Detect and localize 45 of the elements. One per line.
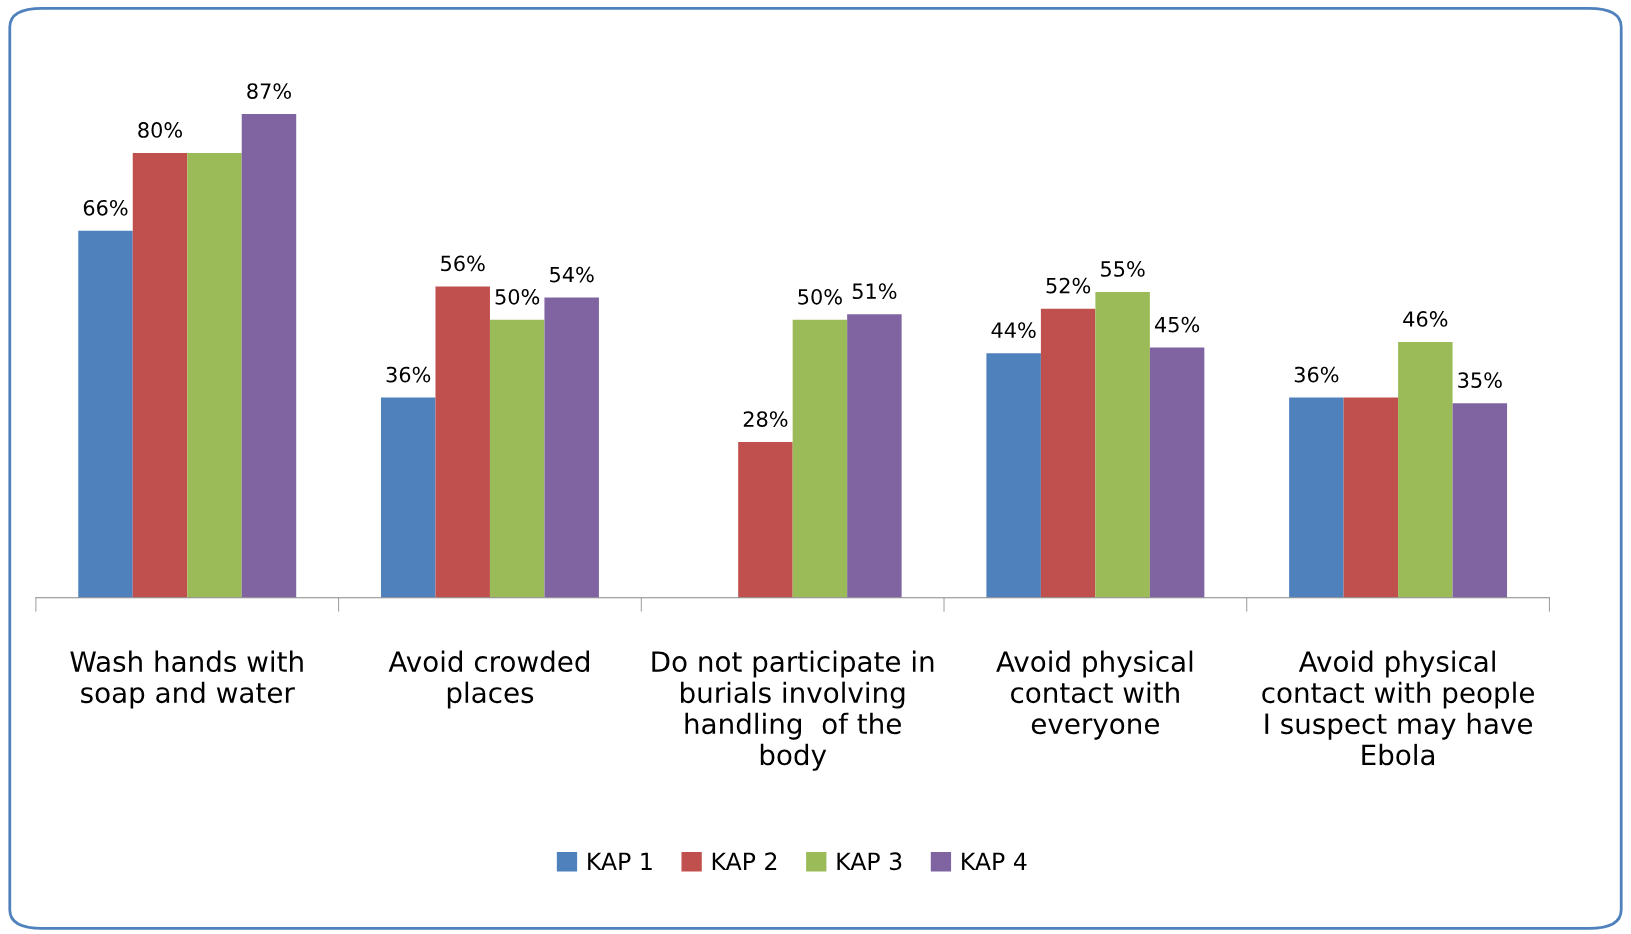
data-label: 36% [1294, 366, 1339, 383]
legend-label: KAP 3 [837, 852, 902, 871]
bar [435, 286, 490, 598]
legend-label: KAP 2 [712, 852, 777, 870]
bar [738, 442, 793, 598]
bar [489, 319, 545, 598]
data-label: 50% [495, 288, 540, 305]
bar [986, 353, 1041, 598]
bar [187, 153, 242, 598]
data-label: 44% [991, 322, 1036, 338]
bar [241, 114, 297, 598]
legend-label: KAP 4 [962, 852, 1027, 870]
bar [132, 153, 188, 598]
data-label: 66% [83, 199, 128, 216]
data-label: 45% [1154, 316, 1200, 333]
data-label: 54% [550, 266, 594, 283]
bar [78, 230, 133, 598]
data-label: 56% [441, 255, 485, 272]
legend-label: KAP 1 [588, 852, 652, 870]
bar [847, 314, 902, 598]
data-label: 36% [386, 366, 431, 383]
data-label: 80% [138, 122, 182, 138]
bar [1289, 397, 1344, 598]
data-label: 87% [247, 83, 291, 99]
bar [544, 297, 599, 598]
bar [380, 397, 436, 598]
x-tick-label: Avoid crowded places [388, 650, 589, 709]
bar [1452, 403, 1508, 598]
x-tick-label: Avoid physical contact with people I suspect may have Ebola [1262, 650, 1534, 766]
x-tick-label: Wash hands with soap and water [70, 650, 303, 709]
data-label: 51% [852, 283, 897, 300]
data-label: 28% [743, 411, 788, 427]
bar [1398, 342, 1453, 598]
bar [1095, 291, 1150, 598]
data-label: 55% [1101, 261, 1145, 277]
data-label: 52% [1046, 277, 1091, 294]
x-tick-label: Avoid physical contact with everyone [996, 650, 1193, 740]
data-label: 35% [1458, 372, 1502, 389]
bar [1149, 347, 1205, 598]
data-label: 50% [798, 288, 842, 305]
bar [792, 319, 848, 598]
bar [1040, 308, 1096, 598]
data-label: 46% [1403, 311, 1448, 327]
x-tick-label: Do not participate in burials involving handling of the body [652, 650, 934, 771]
bar [1343, 397, 1399, 598]
